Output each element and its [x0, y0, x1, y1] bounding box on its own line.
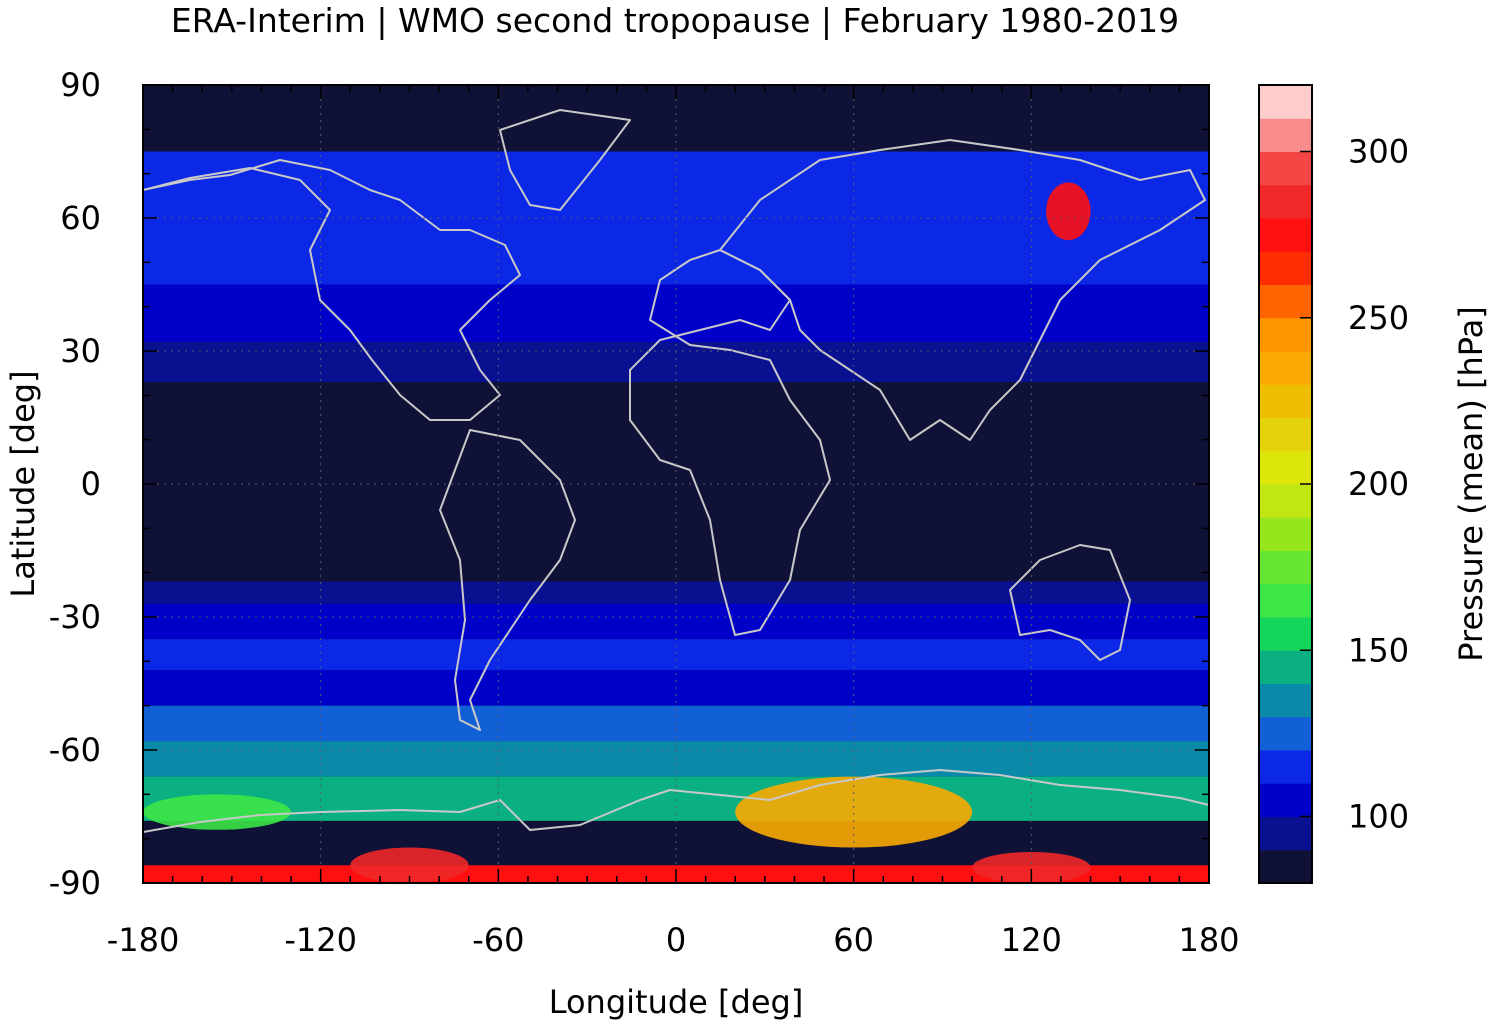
colorbar-swatch: [1259, 484, 1312, 518]
colorbar-swatch: [1259, 118, 1312, 152]
chart-title: ERA-Interim | WMO second tropopause | Fe…: [171, 1, 1179, 40]
y-tick-label: 60: [60, 199, 101, 237]
x-tick-label: -180: [107, 921, 180, 959]
zonal-band: [143, 382, 1209, 582]
colorbar-label: Pressure (mean) [hPa]: [1452, 306, 1490, 661]
colorbar-swatch: [1259, 550, 1312, 585]
antarctic-green-ring-west: [143, 794, 292, 830]
coastline-south-america: [439, 429, 576, 731]
colorbar-swatch: [1259, 251, 1312, 285]
zonal-band: [143, 639, 1209, 671]
coastline-antarctica: [143, 769, 1209, 833]
colorbar-swatch: [1259, 284, 1312, 319]
antarctic-high-pressure-arc: [735, 776, 973, 848]
colorbar-tick-label: 100: [1348, 798, 1409, 836]
colorbar-swatch: [1259, 816, 1312, 851]
colorbar-swatch: [1259, 783, 1312, 817]
x-tick-label: 120: [1001, 921, 1062, 959]
polar-cap-red-west: [350, 847, 469, 883]
colorbar-swatch: [1259, 85, 1312, 119]
colorbar-swatch: [1259, 617, 1312, 651]
coastline-australia: [1009, 544, 1131, 661]
y-tick-label: -90: [49, 864, 101, 902]
y-tick-labels: 90 60 30 0 -30 -60 -90: [49, 66, 101, 902]
coastline-north-america: [143, 159, 521, 421]
x-tick-label: 180: [1178, 921, 1239, 959]
x-tick-label: 60: [833, 921, 874, 959]
colorbar-tick-label: 150: [1348, 631, 1409, 669]
x-tick-label: 0: [666, 921, 686, 959]
y-tick-label: 0: [81, 465, 101, 503]
coastline-greenland: [499, 109, 631, 211]
coastlines: [143, 109, 1209, 833]
y-axis-label: Latitude [deg]: [4, 370, 42, 597]
zonal-band: [143, 342, 1209, 383]
colorbar-swatch: [1259, 650, 1312, 684]
x-tick-labels: -180 -120 -60 0 60 120 180: [107, 921, 1240, 959]
y-tick-label: 90: [60, 66, 101, 104]
colorbar-swatch: [1259, 750, 1312, 784]
colorbar-tick-label: 200: [1348, 465, 1409, 503]
colorbar-swatch: [1259, 218, 1312, 252]
coastline-asia: [719, 139, 1206, 441]
colorbar-swatch: [1259, 184, 1312, 219]
colorbar-swatch: [1259, 417, 1312, 452]
colorbar-swatch: [1259, 517, 1312, 551]
zonal-band: [143, 603, 1209, 640]
colorbar-tick-label: 300: [1348, 133, 1409, 171]
y-tick-label: 30: [60, 332, 101, 370]
colorbar-swatch: [1259, 151, 1312, 186]
colorbar-swatch: [1259, 849, 1312, 884]
colorbar-tick-label: 250: [1348, 299, 1409, 337]
colorbar: [1259, 85, 1312, 884]
colorbar-swatch: [1259, 384, 1312, 418]
zonal-band: [143, 581, 1209, 604]
colorbar-swatch: [1259, 317, 1312, 352]
colorbar-swatch: [1259, 450, 1312, 485]
polar-cap-red-east: [972, 851, 1091, 883]
y-tick-label: -30: [49, 598, 101, 636]
x-tick-label: -60: [472, 921, 524, 959]
x-tick-label: -120: [284, 921, 357, 959]
grid: [143, 85, 1209, 883]
plot-frame: [142, 84, 1210, 884]
colorbar-swatch: [1259, 351, 1312, 385]
siberian-peak: [1046, 182, 1091, 241]
colorbar-swatch: [1259, 583, 1312, 618]
colorbar-swatch: [1259, 683, 1312, 718]
colorbar-ticks: 100 150 200 250 300: [1300, 133, 1409, 836]
x-axis-label: Longitude [deg]: [549, 983, 804, 1021]
colorbar-swatch: [1259, 716, 1312, 751]
zonal-band: [143, 284, 1209, 343]
y-tick-label: -60: [49, 731, 101, 769]
